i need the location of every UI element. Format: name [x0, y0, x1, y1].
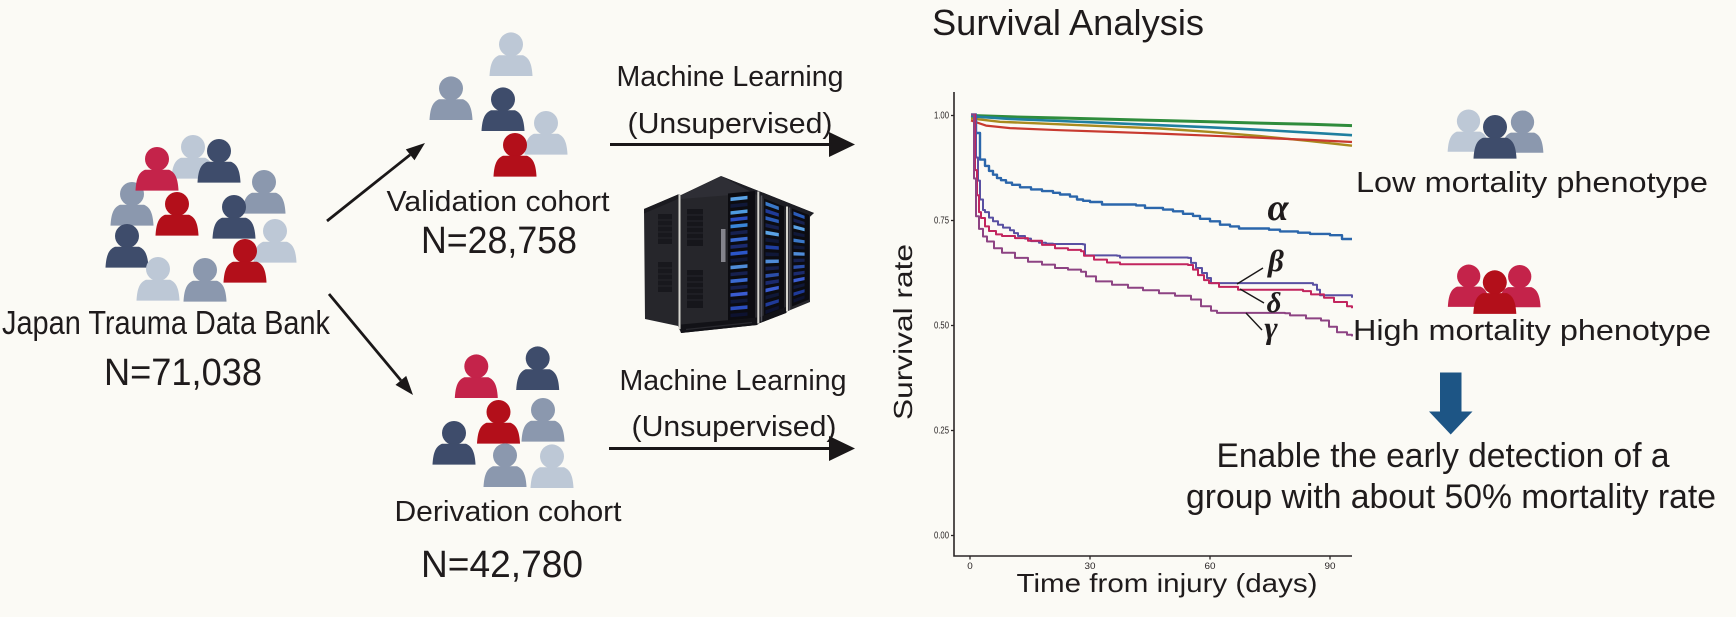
svg-text:N=42,780: N=42,780 — [421, 544, 583, 586]
svg-text:Machine Learning: Machine Learning — [617, 61, 844, 93]
svg-text:0.50: 0.50 — [934, 321, 949, 332]
svg-text:Derivation cohort: Derivation cohort — [395, 496, 622, 528]
svg-text:90: 90 — [1325, 561, 1336, 572]
svg-text:0: 0 — [967, 561, 973, 572]
svg-text:(Unsupervised): (Unsupervised) — [628, 108, 833, 140]
svg-text:N=71,038: N=71,038 — [104, 352, 262, 394]
svg-text:α: α — [1267, 187, 1289, 229]
svg-text:Japan Trauma Data Bank: Japan Trauma Data Bank — [2, 304, 330, 341]
svg-text:30: 30 — [1085, 561, 1096, 572]
svg-text:1.00: 1.00 — [934, 111, 949, 122]
svg-text:High mortality phenotype: High mortality phenotype — [1353, 315, 1711, 347]
svg-text:δ: δ — [1267, 287, 1282, 319]
svg-text:β: β — [1267, 243, 1284, 278]
svg-text:Time from injury (days): Time from injury (days) — [1017, 568, 1318, 598]
svg-text:Enable the early detection of: Enable the early detection of a — [1217, 437, 1670, 475]
svg-text:0.00: 0.00 — [934, 531, 949, 542]
svg-text:0.75: 0.75 — [934, 216, 949, 227]
svg-text:Survival rate: Survival rate — [888, 244, 918, 420]
svg-text:group with about 50% mortality: group with about 50% mortality rate — [1186, 478, 1716, 516]
svg-text:0.25: 0.25 — [934, 426, 949, 437]
svg-text:γ: γ — [1264, 309, 1278, 345]
svg-text:Validation cohort: Validation cohort — [387, 186, 610, 218]
svg-text:Machine Learning: Machine Learning — [620, 365, 847, 397]
svg-text:(Unsupervised): (Unsupervised) — [632, 411, 837, 443]
svg-text:Low mortality phenotype: Low mortality phenotype — [1356, 167, 1708, 199]
svg-text:Survival Analysis: Survival Analysis — [932, 2, 1204, 43]
svg-text:N=28,758: N=28,758 — [421, 220, 577, 262]
svg-text:60: 60 — [1205, 561, 1216, 572]
